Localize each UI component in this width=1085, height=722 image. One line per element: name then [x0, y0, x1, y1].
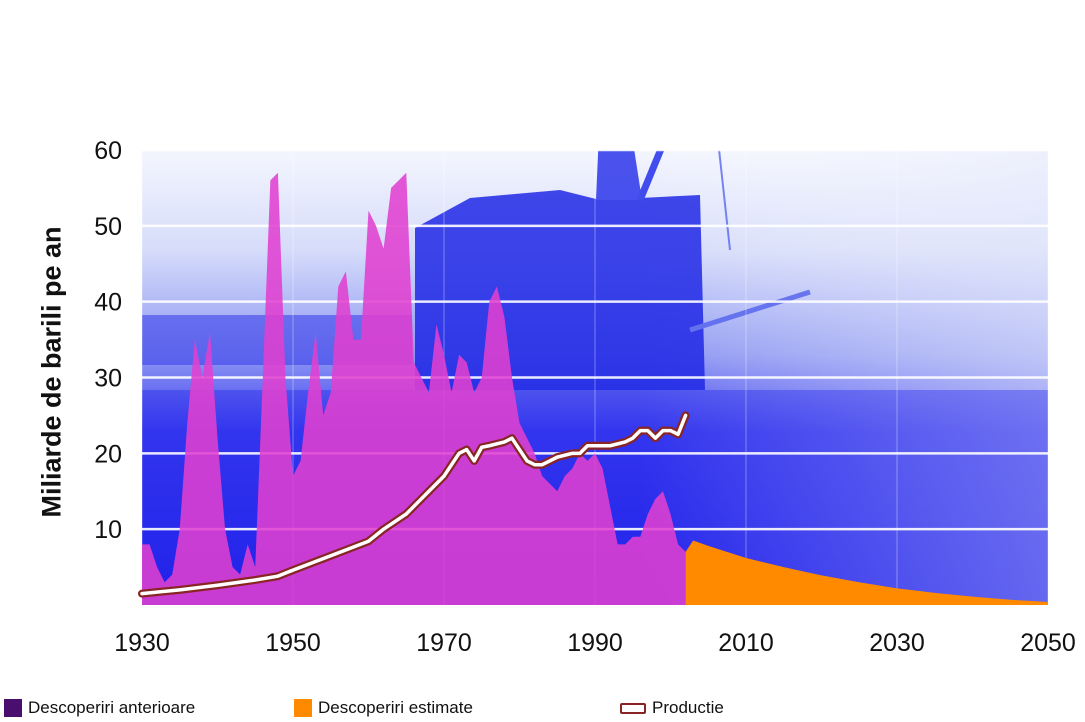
legend-label: Descoperiri anterioare: [28, 698, 196, 717]
line-point: [179, 589, 180, 590]
line-point: [632, 438, 633, 439]
line-point: [330, 555, 331, 556]
y-tick-label: 40: [94, 289, 122, 317]
y-axis-label: Miliarde de barili pe an: [36, 226, 67, 518]
y-tick-label: 10: [94, 516, 122, 544]
area-descoperiri-anterioare: [142, 172, 686, 605]
line-point: [459, 453, 460, 454]
line-point: [217, 585, 218, 586]
line-point: [677, 434, 678, 435]
line-point: [504, 441, 505, 442]
y-tick-label: 30: [94, 365, 122, 393]
line-point: [481, 447, 482, 448]
area-series: [142, 172, 1048, 605]
line-point: [406, 513, 407, 514]
line-point: [594, 445, 595, 446]
line-point: [647, 430, 648, 431]
line-point: [572, 453, 573, 454]
area-descoperiri-estimate: [685, 540, 1048, 605]
line-point: [489, 445, 490, 446]
y-tick-label: 60: [94, 137, 122, 165]
x-tick-label: 2010: [718, 629, 774, 657]
line-point: [579, 453, 580, 454]
line-point: [549, 460, 550, 461]
legend-swatch: [4, 699, 22, 717]
line-point: [662, 430, 663, 431]
x-tick-label: 2050: [1020, 629, 1076, 657]
x-tick-label: 2030: [869, 629, 925, 657]
line-point: [526, 460, 527, 461]
line-point: [685, 415, 686, 416]
line-point: [625, 441, 626, 442]
x-tick-label: 1930: [114, 629, 170, 657]
line-productie: [140, 413, 688, 596]
legend-item-productie: Productie: [620, 698, 724, 718]
line-point: [655, 438, 656, 439]
line-point: [511, 438, 512, 439]
line-point: [255, 579, 256, 580]
line-point: [670, 430, 671, 431]
legend-label: Descoperiri estimate: [318, 698, 473, 717]
legend-label: Productie: [652, 698, 724, 717]
line-point: [587, 445, 588, 446]
line-point: [474, 460, 475, 461]
line-point: [542, 464, 543, 465]
legend-item-descoperiri-estimate: Descoperiri estimate: [294, 698, 473, 718]
legend-swatch: [294, 699, 312, 717]
legend-item-descoperiri-anterioare: Descoperiri anterioare: [4, 698, 195, 718]
x-tick-label: 1970: [416, 629, 472, 657]
line-point: [428, 491, 429, 492]
line-point: [557, 457, 558, 458]
line-point: [292, 570, 293, 571]
line-point: [141, 593, 142, 594]
line-point: [443, 475, 444, 476]
line-point: [534, 464, 535, 465]
line-point: [383, 529, 384, 530]
legend: Descoperiri anterioare Descoperiri estim…: [0, 694, 1085, 722]
y-tick-label: 50: [94, 213, 122, 241]
line-point: [640, 430, 641, 431]
line-point: [466, 449, 467, 450]
line-point: [610, 445, 611, 446]
y-tick-label: 20: [94, 440, 122, 468]
line-point: [277, 576, 278, 577]
line-point: [368, 541, 369, 542]
line-series: [138, 411, 690, 598]
x-tick-label: 1990: [567, 629, 623, 657]
line-point: [519, 449, 520, 450]
x-tick-label: 1950: [265, 629, 321, 657]
legend-line-swatch: [620, 702, 646, 714]
